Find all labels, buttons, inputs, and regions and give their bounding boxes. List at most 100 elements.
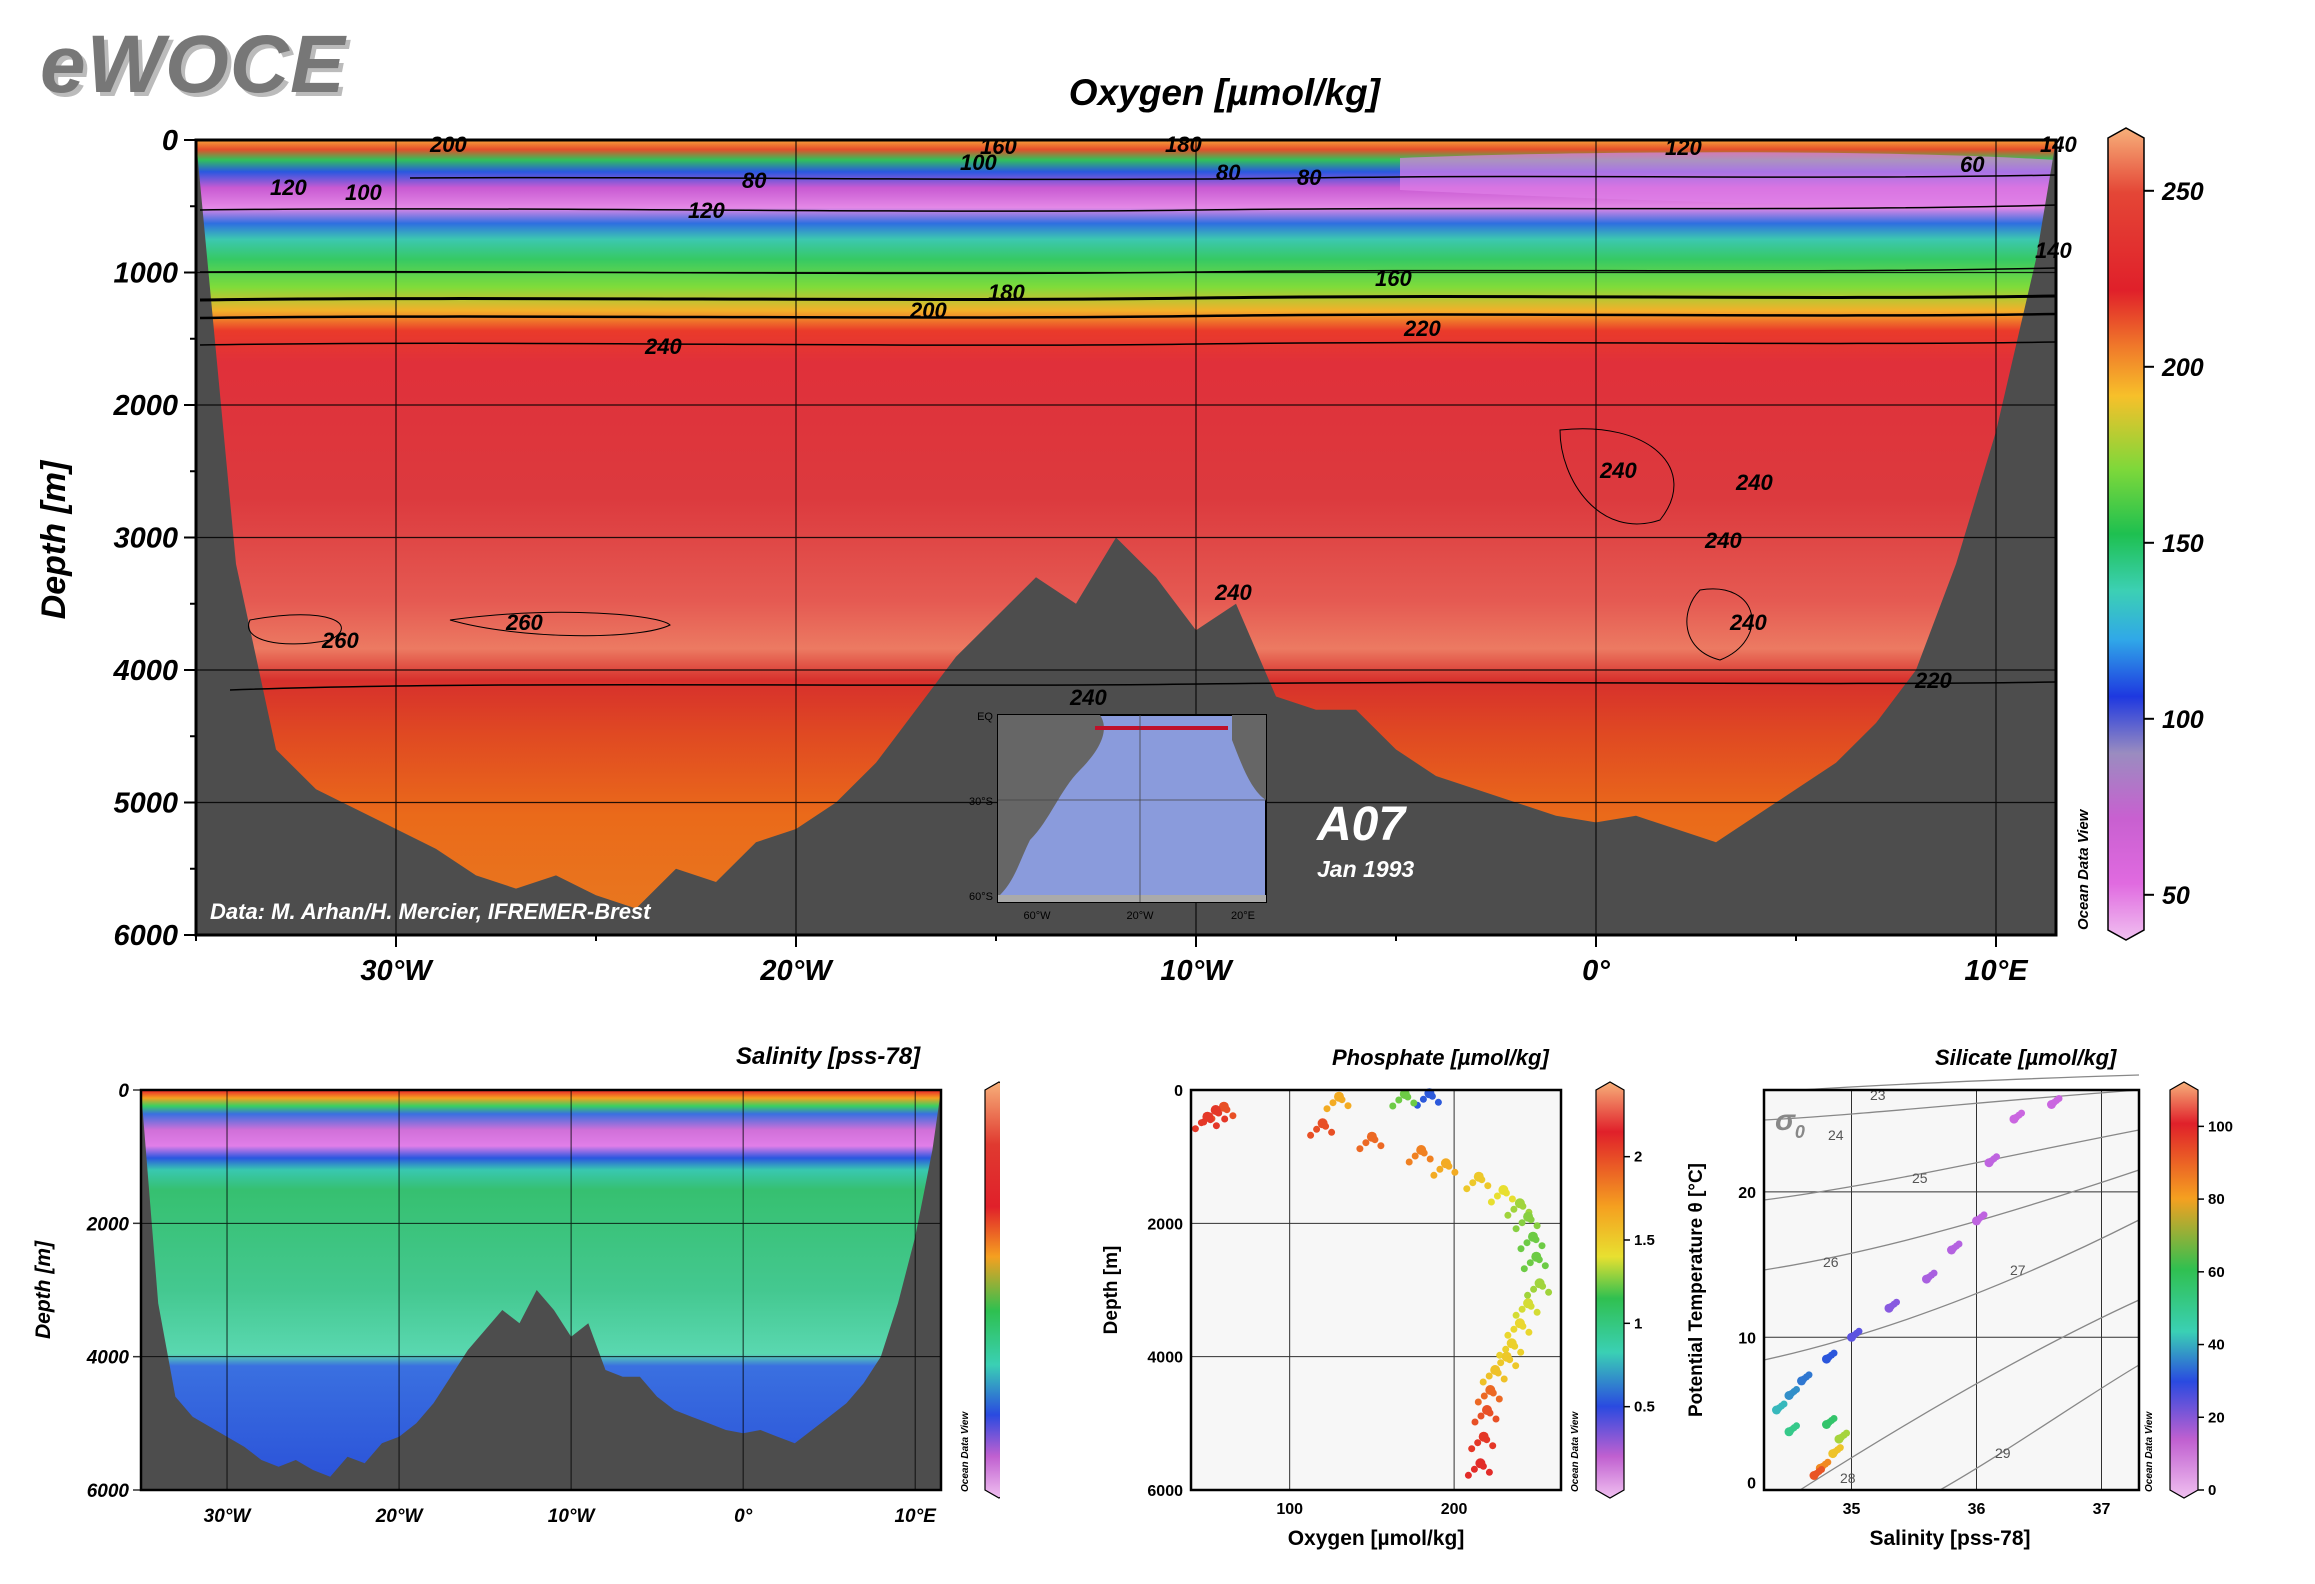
main-axis-ticks	[184, 139, 1997, 947]
contour-label: 120	[270, 175, 307, 200]
silicate-x-tick: 37	[2093, 1501, 2111, 1518]
main-y-tick: 2000	[112, 390, 178, 422]
isopycnal-line	[1799, 1299, 2140, 1491]
phosphate-point	[1344, 1102, 1352, 1110]
phosphate-point	[1404, 1093, 1412, 1101]
main-y-tick: 3000	[113, 523, 178, 555]
phosphate-point	[1525, 1328, 1533, 1336]
phosphate-point	[1524, 1291, 1532, 1299]
salinity-x-tick: 30°W	[204, 1506, 253, 1527]
phosphate-y-tick: 0	[1174, 1083, 1183, 1100]
phosphate-point	[1377, 1142, 1385, 1150]
svg-text:30°S: 30°S	[969, 796, 993, 808]
isopycnal-label: 28	[1840, 1470, 1856, 1486]
silicate-point	[1955, 1240, 1963, 1248]
salinity-colorbar-odv-label: Ocean Data View	[960, 1411, 971, 1492]
phosphate-point	[1511, 1342, 1519, 1350]
contour-label: 240	[1729, 610, 1767, 635]
section-date: Jan 1993	[1317, 856, 1414, 882]
phosphate-point	[1436, 1165, 1444, 1173]
salinity-section-chart: 0 2000 4000 6000 30°W 20°W 10°W 0° 10°E Depth […	[32, 1081, 1000, 1527]
salinity-seafloor	[141, 1090, 941, 1490]
phosphate-x-tick: 200	[1441, 1501, 1468, 1518]
phosphate-point	[1518, 1305, 1526, 1313]
antarctica-landmass	[998, 895, 1266, 902]
phosphate-point	[1474, 1439, 1482, 1447]
phosphate-scatter-chart: 0 2000 4000 6000 100 200 Oxygen [µmol/kg] De…	[1101, 1081, 1655, 1550]
phosphate-point	[1477, 1412, 1485, 1420]
silicate-colorbar-tick: 60	[2208, 1264, 2225, 1281]
phosphate-point	[1468, 1445, 1476, 1453]
isopycnal-line	[1763, 1219, 2140, 1361]
main-x-tick: 20°W	[759, 955, 834, 987]
contour-label: 160	[980, 134, 1017, 159]
silicate-point	[1993, 1153, 2000, 1161]
oxygen-colorbar-tick: 50	[2162, 882, 2190, 910]
phosphate-point	[1329, 1099, 1337, 1107]
main-chart-title: Oxygen [µmol/kg]	[1068, 72, 1380, 113]
contour-label: 240	[1069, 685, 1107, 710]
phosphate-point	[1494, 1369, 1502, 1377]
phosphate-point	[1510, 1205, 1518, 1213]
isopycnal-line	[1763, 1129, 2140, 1201]
phosphate-point	[1485, 1468, 1493, 1476]
main-y-axis-label: Depth [m]	[35, 459, 73, 619]
silicate-colorbar-tick: 20	[2208, 1409, 2225, 1426]
main-y-tick: 5000	[113, 788, 178, 820]
phosphate-colorbar-tick: 2	[1634, 1149, 1642, 1166]
contour-label: 140	[2035, 238, 2072, 263]
oxygen-minimum-zone	[1400, 152, 2056, 207]
phosphate-point	[1307, 1131, 1315, 1139]
phosphate-y-tick: 4000	[1147, 1350, 1183, 1367]
oxygen-colorbar-tick: 150	[2162, 530, 2204, 558]
phosphate-point	[1478, 1176, 1486, 1184]
silicate-x-axis-label: Salinity [pss-78]	[1869, 1527, 2030, 1550]
phosphate-point	[1313, 1125, 1321, 1133]
phosphate-point	[1519, 1202, 1527, 1210]
contour-label: 120	[688, 198, 725, 223]
phosphate-point	[1517, 1348, 1525, 1356]
contour-label: 220	[1914, 668, 1952, 693]
main-y-tick-labels: 0 1000 2000 3000 4000 5000 6000	[112, 125, 178, 952]
main-x-tick: 0°	[1582, 955, 1610, 987]
phosphate-colorbar-tick: 0.5	[1634, 1399, 1655, 1416]
phosphate-colorbar-tick: 1.5	[1634, 1232, 1655, 1249]
contour-label: 100	[960, 150, 997, 175]
phosphate-point	[1451, 1168, 1459, 1176]
phosphate-points	[1191, 1088, 1553, 1479]
silicate-point	[1818, 1466, 1825, 1473]
main-x-tick: 10°W	[1160, 955, 1234, 987]
salinity-y-tick: 2000	[86, 1214, 130, 1235]
silicate-x-tick: 36	[1968, 1501, 1986, 1518]
phosphate-point	[1512, 1362, 1520, 1370]
phosphate-point	[1191, 1125, 1199, 1133]
oxygen-colorbar-tick: 100	[2162, 706, 2204, 734]
salinity-colorbar: 3736.53635.53534.5	[984, 1081, 1000, 1499]
main-y-tick: 6000	[113, 920, 178, 952]
isopycnal-line	[1939, 1364, 2140, 1491]
phosphate-point	[1206, 1116, 1214, 1124]
isopycnal-label: 25	[1912, 1170, 1928, 1186]
phosphate-point	[1484, 1182, 1492, 1190]
silicate-point	[1980, 1211, 1988, 1219]
phosphate-title: Phosphate [µmol/kg]	[1332, 1045, 1549, 1070]
contour-label: 100	[345, 180, 382, 205]
phosphate-point	[1504, 1331, 1512, 1339]
contour-label: 260	[505, 610, 543, 635]
phosphate-point	[1419, 1095, 1427, 1103]
phosphate-colorbar-odv-label: Ocean Data View	[1570, 1411, 1581, 1492]
phosphate-point	[1371, 1136, 1379, 1144]
oxygen-colorbar-odv-label: Ocean Data View	[2075, 808, 2092, 930]
phosphate-point	[1474, 1398, 1482, 1406]
isopycnal-label: 29	[1995, 1445, 2011, 1461]
ewoce-logo: eWOCE	[40, 19, 346, 110]
phosphate-point	[1532, 1236, 1540, 1244]
phosphate-point	[1519, 1322, 1527, 1330]
isopycnal-line	[1799, 1074, 2140, 1091]
silicate-point	[1843, 1429, 1850, 1437]
contour-label: 260	[321, 628, 359, 653]
phosphate-point	[1502, 1345, 1510, 1353]
phosphate-point	[1471, 1418, 1479, 1426]
